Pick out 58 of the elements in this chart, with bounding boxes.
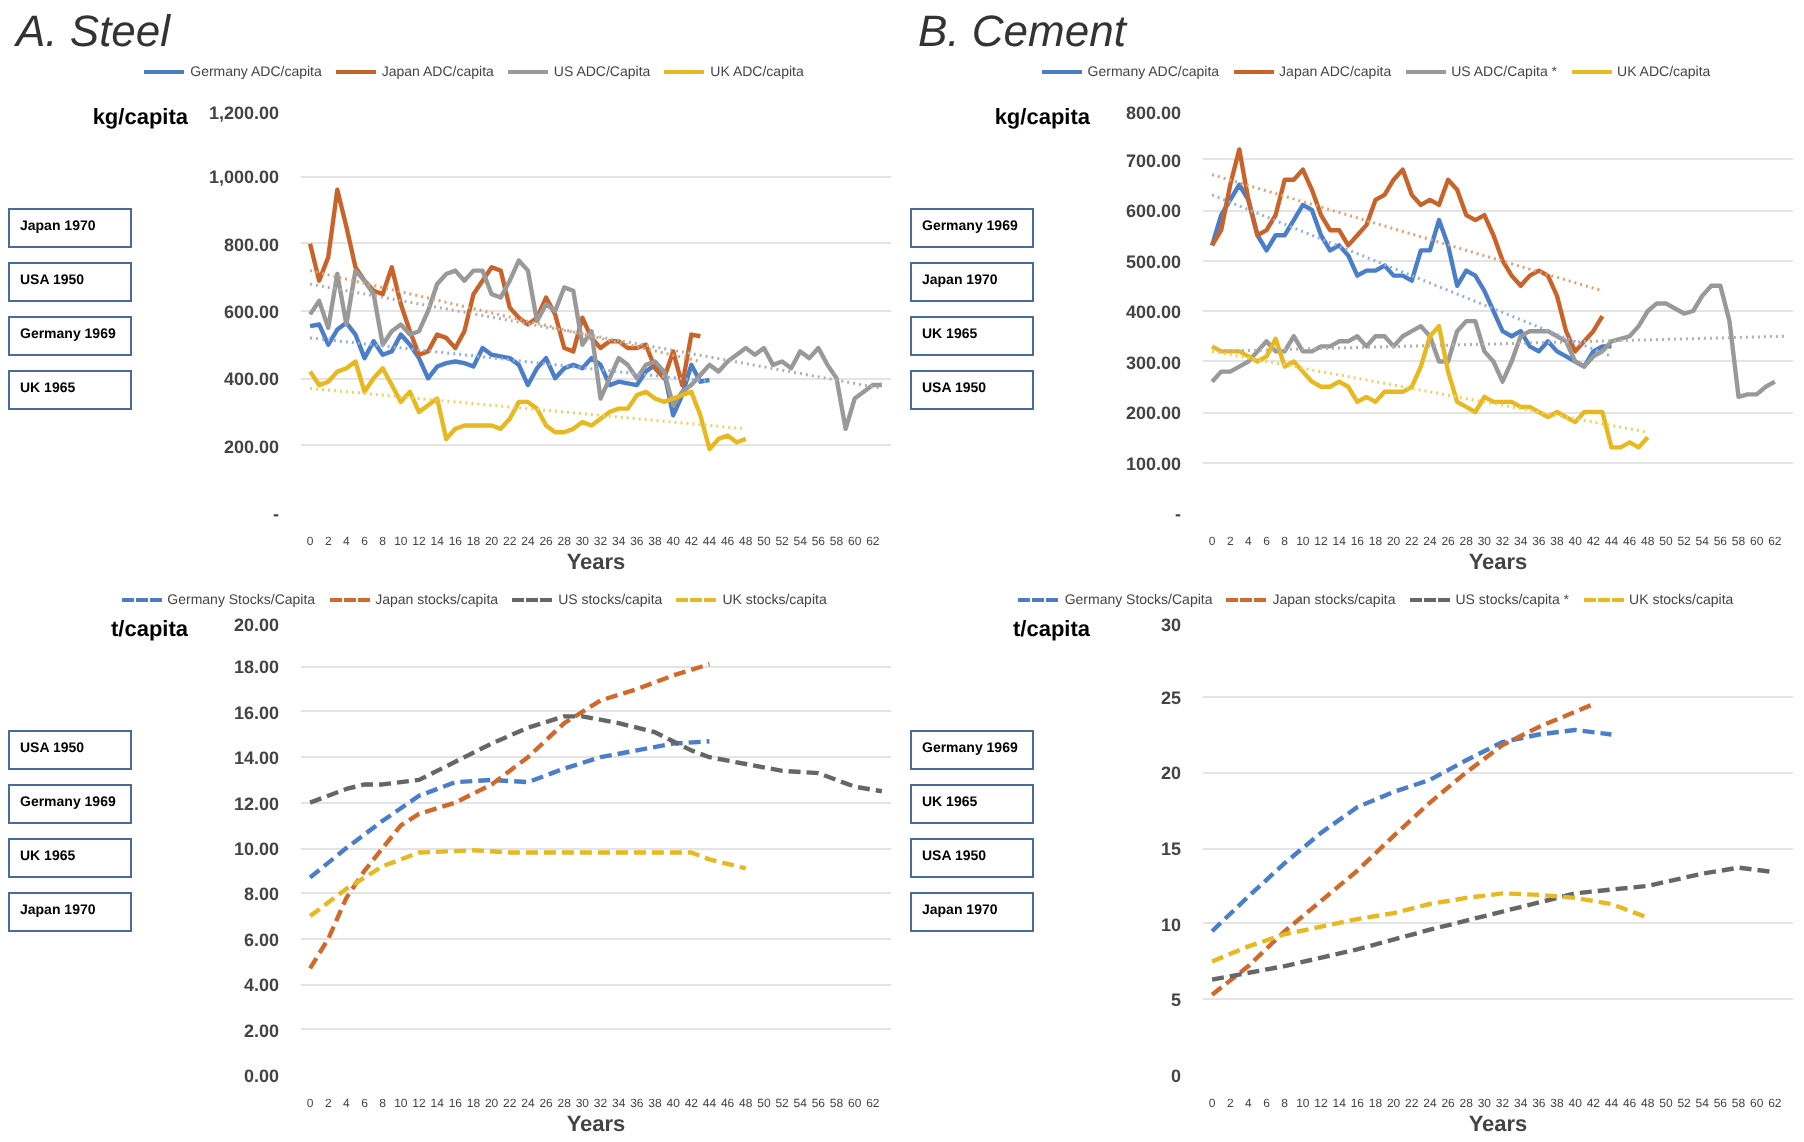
y-tick-label: 18.00 xyxy=(233,657,280,678)
x-axis-title: Years xyxy=(1468,1113,1528,1137)
y-tick-label: 4.00 xyxy=(243,975,280,996)
y-tick-label: 12.00 xyxy=(233,793,280,814)
y-axis-title: kg/capita xyxy=(92,104,188,134)
line-series xyxy=(307,661,712,971)
y-tick-label: 2.00 xyxy=(243,1020,280,1041)
y-tick-label: 600.00 xyxy=(1125,201,1182,221)
y-tick-label: 10.00 xyxy=(233,839,280,859)
y-axis-title: t/capita xyxy=(1012,616,1090,646)
y-tick-label: 8.00 xyxy=(243,884,280,905)
y-tick-label: 0.00 xyxy=(243,1066,280,1086)
y-tick-label: 5 xyxy=(1170,990,1182,1011)
y-tick-label: 15 xyxy=(1160,839,1182,859)
line-series xyxy=(1209,283,1778,400)
y-tick-label: 800.00 xyxy=(223,234,280,255)
x-axis-title: Years xyxy=(1468,551,1528,575)
y-tick-label: - xyxy=(273,504,280,524)
line-series xyxy=(307,714,885,805)
line-series xyxy=(1209,702,1596,997)
y-tick-label: 0 xyxy=(1170,1066,1182,1086)
y-tick-label: 1,200.00 xyxy=(208,103,280,123)
x-axis-title: Years xyxy=(566,1113,626,1137)
y-tick-label: 20.00 xyxy=(233,615,280,635)
y-tick-label: 20 xyxy=(1160,763,1182,784)
line-series xyxy=(307,320,712,418)
y-tick-label: 700.00 xyxy=(1125,150,1182,171)
chart-title: A. Steel xyxy=(12,4,173,60)
y-tick-label: 1,000.00 xyxy=(208,167,280,188)
y-tick-label: 16.00 xyxy=(233,702,280,723)
y-tick-label: 200.00 xyxy=(1125,403,1182,423)
y-tick-label: 800.00 xyxy=(1125,103,1182,123)
y-tick-label: - xyxy=(1175,504,1182,524)
y-tick-label: 6.00 xyxy=(243,929,280,950)
x-axis-title: Years xyxy=(566,551,626,575)
line-series xyxy=(307,258,885,432)
chart-title: B. Cement xyxy=(916,4,1130,60)
line-series xyxy=(307,187,703,388)
y-tick-label: 500.00 xyxy=(1125,251,1182,272)
y-tick-label: 100.00 xyxy=(1125,453,1182,474)
y-tick-label: 10 xyxy=(1160,914,1182,935)
y-tick-label: 600.00 xyxy=(223,302,280,322)
y-axis-title: kg/capita xyxy=(994,104,1090,134)
line-series xyxy=(307,359,748,452)
line-series xyxy=(307,848,748,919)
y-axis-title: t/capita xyxy=(110,616,188,646)
y-tick-label: 25 xyxy=(1160,687,1182,708)
line-series xyxy=(1209,727,1614,934)
y-tick-label: 30 xyxy=(1160,615,1182,635)
y-tick-label: 300.00 xyxy=(1125,352,1182,373)
line-series xyxy=(1209,323,1650,450)
y-tick-label: 200.00 xyxy=(223,436,280,457)
line-series xyxy=(1209,891,1650,964)
y-tick-label: 400.00 xyxy=(223,369,280,390)
line-series xyxy=(307,739,712,880)
line-series xyxy=(1209,147,1605,354)
y-tick-label: 400.00 xyxy=(1125,302,1182,322)
y-tick-label: 14.00 xyxy=(233,748,280,769)
